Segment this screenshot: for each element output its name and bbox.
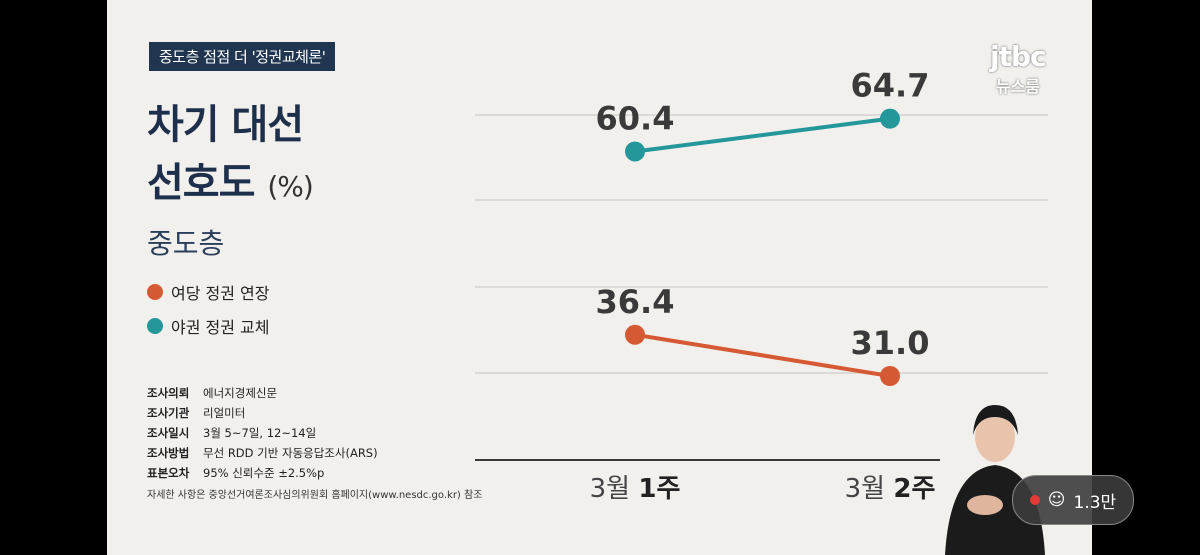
title-line1: 차기 대선	[147, 102, 304, 148]
meta-value: 리얼미터	[203, 406, 246, 420]
title-line2: 선호도	[147, 160, 255, 206]
x-tick-label: 3월 2주	[845, 474, 936, 504]
logo-line2: 뉴스룸	[995, 77, 1040, 96]
meta-key: 조사일시	[147, 426, 190, 440]
data-label: 36.4	[596, 283, 675, 321]
legend-dot-opposition	[147, 318, 163, 334]
series-line	[634, 332, 891, 378]
headline-tag: 중도층 점점 더 '정권교체론'	[149, 42, 336, 71]
legend-dot-ruling	[147, 284, 163, 300]
meta-value: 무선 RDD 기반 자동응답조사(ARS)	[203, 446, 378, 460]
meta-value: 에너지경제신문	[203, 386, 278, 400]
slide: 중도층 점점 더 '정권교체론' 차기 대선 선호도 (%) 중도층 여당 정권…	[107, 0, 1092, 555]
data-point	[625, 141, 645, 162]
meta-key: 표본오차	[147, 466, 190, 480]
survey-meta: 조사의뢰 에너지경제신문 조사기관 리얼미터 조사일시 3월 5~7일, 12~14일…	[147, 385, 378, 485]
title-unit: (%)	[267, 170, 313, 203]
meta-row: 표본오차 95% 신뢰수준 ±2.5%p	[147, 465, 378, 481]
meta-row: 조사일시 3월 5~7일, 12~14일	[147, 425, 378, 441]
jtbc-logo: jtbc 뉴스룸	[990, 40, 1047, 97]
data-point	[880, 366, 900, 386]
meta-row: 조사방법 무선 RDD 기반 자동응답조사(ARS)	[147, 445, 378, 461]
footnote: 자세한 사항은 중앙선거여론조사심의위원회 홈페이지(www.nesdc.go.…	[147, 490, 483, 501]
legend-item-ruling: 여당 정권 연장	[147, 280, 270, 304]
meta-key: 조사방법	[147, 446, 190, 460]
live-dot-icon	[1029, 495, 1040, 505]
data-point	[880, 108, 900, 129]
person-icon: ☺	[1047, 490, 1066, 510]
chart-title: 차기 대선 선호도 (%)	[147, 96, 314, 216]
legend-item-opposition: 야권 정권 교체	[147, 314, 270, 338]
meta-row: 조사기관 리얼미터	[147, 405, 378, 421]
data-point	[625, 324, 645, 345]
meta-row: 조사의뢰 에너지경제신문	[147, 385, 378, 401]
subtitle: 중도층	[147, 227, 225, 260]
series-line	[634, 116, 891, 154]
x-tick-label: 3월 1주	[590, 474, 681, 504]
viewer-count-badge[interactable]: ☺ 1.3만	[1012, 475, 1134, 525]
meta-key: 조사기관	[147, 406, 190, 420]
data-label: 31.0	[851, 324, 930, 362]
meta-key: 조사의뢰	[147, 386, 190, 400]
data-label: 60.4	[596, 99, 675, 137]
viewer-count: 1.3만	[1073, 492, 1117, 513]
meta-value: 3월 5~7일, 12~14일	[203, 426, 317, 440]
logo-line1: jtbc	[990, 40, 1047, 73]
meta-value: 95% 신뢰수준 ±2.5%p	[203, 466, 325, 480]
data-label: 64.7	[851, 67, 930, 105]
legend: 여당 정권 연장 야권 정권 교체	[147, 280, 270, 348]
legend-label-opposition: 야권 정권 교체	[171, 318, 270, 337]
legend-label-ruling: 여당 정권 연장	[171, 284, 270, 303]
